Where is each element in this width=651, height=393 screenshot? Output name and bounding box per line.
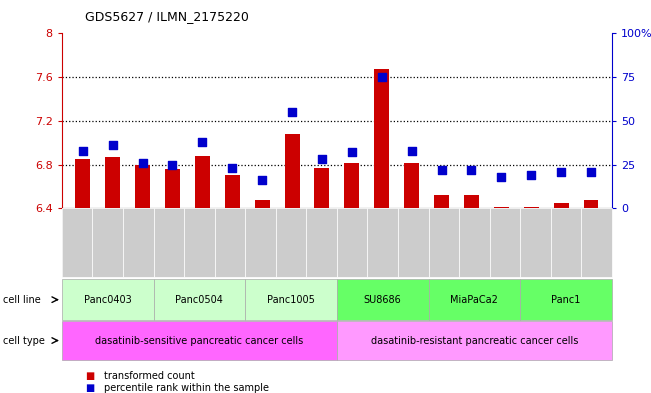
Bar xyxy=(583,200,598,208)
Point xyxy=(586,169,596,175)
Text: ■: ■ xyxy=(85,371,94,382)
Point xyxy=(197,139,208,145)
Point xyxy=(496,174,506,180)
Bar xyxy=(165,169,180,208)
Text: cell line: cell line xyxy=(3,295,41,305)
Text: Panc0403: Panc0403 xyxy=(84,295,132,305)
Bar xyxy=(344,163,359,208)
Point xyxy=(287,109,298,115)
Bar xyxy=(195,156,210,208)
Point xyxy=(376,74,387,80)
Point xyxy=(227,165,238,171)
Point xyxy=(436,167,447,173)
Text: GDS5627 / ILMN_2175220: GDS5627 / ILMN_2175220 xyxy=(85,10,249,23)
Point xyxy=(107,142,118,149)
Bar xyxy=(464,195,479,208)
Text: transformed count: transformed count xyxy=(104,371,195,382)
Point xyxy=(556,169,566,175)
Text: ■: ■ xyxy=(85,383,94,393)
Bar xyxy=(404,163,419,208)
Point xyxy=(466,167,477,173)
Text: MiaPaCa2: MiaPaCa2 xyxy=(450,295,499,305)
Bar xyxy=(314,168,329,208)
Text: Panc1005: Panc1005 xyxy=(267,295,315,305)
Bar xyxy=(434,195,449,208)
Bar xyxy=(105,157,120,208)
Bar xyxy=(494,207,509,208)
Point xyxy=(167,162,178,168)
Bar xyxy=(135,165,150,208)
Point xyxy=(257,177,268,184)
Bar xyxy=(284,134,299,208)
Text: SU8686: SU8686 xyxy=(364,295,402,305)
Bar xyxy=(225,176,240,208)
Point xyxy=(137,160,148,166)
Point xyxy=(346,149,357,156)
Point xyxy=(317,156,327,162)
Point xyxy=(406,147,417,154)
Bar xyxy=(374,70,389,208)
Text: cell type: cell type xyxy=(3,336,45,345)
Point xyxy=(526,172,536,178)
Bar xyxy=(76,159,90,208)
Bar xyxy=(553,203,568,208)
Text: dasatinib-sensitive pancreatic cancer cells: dasatinib-sensitive pancreatic cancer ce… xyxy=(95,336,303,345)
Text: percentile rank within the sample: percentile rank within the sample xyxy=(104,383,269,393)
Text: Panc0504: Panc0504 xyxy=(175,295,223,305)
Text: Panc1: Panc1 xyxy=(551,295,581,305)
Point xyxy=(77,147,88,154)
Bar xyxy=(524,207,538,208)
Text: dasatinib-resistant pancreatic cancer cells: dasatinib-resistant pancreatic cancer ce… xyxy=(370,336,578,345)
Bar xyxy=(255,200,270,208)
